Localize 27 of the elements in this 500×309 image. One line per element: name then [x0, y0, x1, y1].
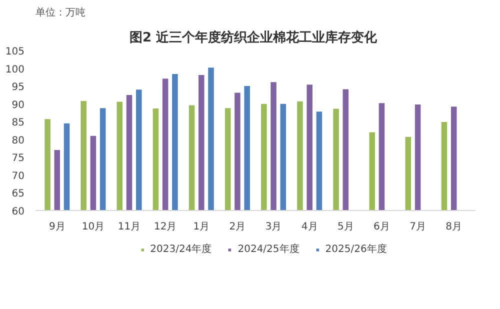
y-tick-label: 105	[5, 46, 25, 58]
y-tick-label: 100	[5, 64, 25, 76]
legend-label: 2025/26年度	[325, 242, 387, 256]
y-tick-label: 65	[12, 188, 25, 200]
x-tick-label: 2月	[229, 222, 246, 232]
x-tick-label: 11月	[118, 222, 141, 232]
y-tick-label: 95	[12, 82, 25, 94]
y-tick-label: 70	[12, 170, 25, 182]
x-tick-label: 8月	[446, 222, 462, 232]
chart-title: 图2 近三个年度纺织企业棉花工业库存变化	[129, 30, 378, 46]
legend-label: 2024/25年度	[238, 242, 300, 256]
x-tick-label: 6月	[374, 222, 390, 232]
x-tick-label: 10月	[82, 222, 105, 232]
x-tick-label: 3月	[265, 222, 282, 232]
x-tick-label: 7月	[410, 222, 426, 232]
y-tick-label: 85	[12, 118, 25, 129]
y-tick-label: 80	[12, 135, 25, 146]
x-tick-label: 9月	[48, 222, 66, 232]
x-tick-label: 4月	[301, 222, 318, 232]
y-axis-title: 单位：万吨	[36, 6, 86, 18]
y-tick-label: 60	[12, 206, 25, 218]
x-tick-label: 1月	[193, 222, 210, 232]
legend-label: 2023/24年度	[150, 242, 212, 256]
y-tick-label: 75	[12, 153, 25, 164]
x-tick-label: 5月	[337, 222, 354, 232]
x-tick-label: 12月	[154, 222, 177, 232]
y-tick-label: 90	[12, 100, 25, 111]
